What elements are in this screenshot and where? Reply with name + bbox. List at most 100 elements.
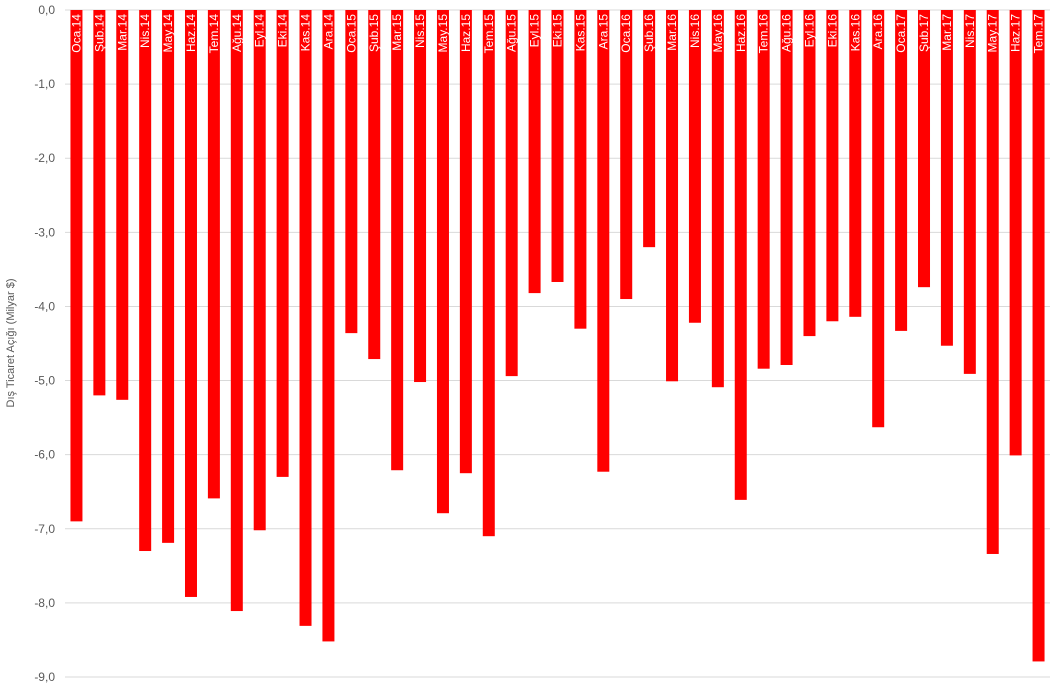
y-tick-label: -8,0: [34, 596, 55, 610]
y-tick-label: -4,0: [34, 299, 55, 313]
bar-category-label: Mar.14: [115, 14, 129, 51]
bar-category-label: Haz.16: [734, 14, 748, 52]
bar-category-label: Haz.15: [459, 14, 473, 52]
bar-Eyl.15: [528, 10, 541, 294]
bar-category-label: May.16: [711, 14, 725, 53]
bar-Nis.16: [688, 10, 701, 323]
bar-Ağu.15: [505, 10, 518, 377]
bar-category-label: Şub.16: [642, 14, 656, 52]
bar-category-label: Eki.14: [276, 14, 290, 48]
bar-category-label: Nis.15: [413, 14, 427, 48]
bar-May.15: [436, 10, 449, 514]
bar-Oca.16: [620, 10, 633, 300]
y-tick-label: -9,0: [34, 670, 55, 684]
bar-category-label: Tem.15: [482, 14, 496, 54]
bar-Tem.17: [1032, 10, 1045, 662]
bar-Kas.15: [574, 10, 587, 329]
bar-Nis.15: [414, 10, 427, 383]
y-tick-label: -5,0: [34, 374, 55, 388]
bar-category-label: Şub.14: [92, 14, 106, 52]
bar-Şub.17: [918, 10, 931, 288]
bar-Eki.16: [826, 10, 839, 322]
bar-Mar.17: [940, 10, 953, 346]
bar-category-label: Şub.17: [917, 14, 931, 52]
bar-category-label: Oca.17: [894, 14, 908, 53]
bar-category-label: Mar.17: [940, 14, 954, 51]
bar-category-label: Şub.15: [367, 14, 381, 52]
bar-category-label: Tem.16: [757, 14, 771, 54]
bar-category-label: Nis.14: [138, 14, 152, 48]
bar-category-label: Ara.14: [321, 14, 335, 50]
bar-Eyl.16: [803, 10, 816, 337]
bar-Ağu.16: [780, 10, 793, 365]
bar-Oca.14: [70, 10, 83, 522]
bar-category-label: Ağu.16: [780, 14, 794, 52]
bar-Ara.16: [872, 10, 885, 428]
bar-category-label: Haz.14: [184, 14, 198, 52]
bar-May.14: [162, 10, 175, 543]
bar-Haz.14: [184, 10, 197, 597]
bar-Tem.16: [757, 10, 770, 369]
bar-Şub.14: [93, 10, 106, 396]
bar-Oca.15: [345, 10, 358, 334]
bar-category-label: Kas.14: [299, 14, 313, 52]
bar-category-label: Mar.15: [390, 14, 404, 51]
bar-Nis.14: [139, 10, 152, 552]
y-tick-label: -6,0: [34, 448, 55, 462]
bar-category-label: May.14: [161, 14, 175, 53]
bar-category-label: Tem.17: [1032, 14, 1046, 54]
bar-Mar.15: [391, 10, 404, 471]
bar-category-label: Nis.17: [963, 14, 977, 48]
bar-category-label: Oca.15: [344, 14, 358, 53]
bar-Oca.17: [895, 10, 908, 331]
bar-Nis.17: [963, 10, 976, 374]
bar-category-label: Eyl.14: [253, 14, 267, 48]
bar-category-label: Ara.16: [871, 14, 885, 50]
y-tick-label: -1,0: [34, 77, 55, 91]
bar-category-label: May.15: [436, 14, 450, 53]
bar-category-label: Eyl.16: [802, 14, 816, 48]
y-tick-label: -3,0: [34, 225, 55, 239]
bar-May.17: [986, 10, 999, 554]
bar-Eki.14: [276, 10, 289, 477]
gridlines: [65, 9, 1050, 678]
bar-May.16: [711, 10, 724, 388]
bar-category-label: Oca.16: [619, 14, 633, 53]
bar-Ara.15: [597, 10, 610, 472]
bar-category-label: Oca.14: [69, 14, 83, 53]
bar-Şub.16: [643, 10, 656, 248]
bar-category-label: May.17: [986, 14, 1000, 53]
bar-Eyl.14: [253, 10, 266, 531]
bar-category-label: Eyl.15: [528, 14, 542, 48]
bar-Kas.16: [849, 10, 862, 317]
bar-Ağu.14: [230, 10, 243, 612]
bar-Mar.16: [666, 10, 679, 382]
bar-category-label: Eki.15: [551, 14, 565, 48]
y-axis-ticks: 0,0 -1,0 -2,0 -3,0 -4,0 -5,0 -6,0 -7,0 -8,0 -9,0: [34, 3, 55, 684]
bar-category-label: Eki.16: [825, 14, 839, 48]
bar-category-label: Kas.16: [848, 14, 862, 52]
bar-category-label: Nis.16: [688, 14, 702, 48]
bar-category-label: Ağu.14: [230, 14, 244, 52]
bar-Tem.15: [482, 10, 495, 537]
y-tick-label: -2,0: [34, 151, 55, 165]
bar-Haz.17: [1009, 10, 1022, 456]
bar-Mar.14: [116, 10, 129, 400]
bar-Eki.15: [551, 10, 564, 282]
bar-category-label: Tem.14: [207, 14, 221, 54]
bar-category-label: Ara.15: [596, 14, 610, 50]
bar-category-label: Mar.16: [665, 14, 679, 51]
bar-category-label: Kas.15: [573, 14, 587, 52]
y-tick-label: 0,0: [38, 3, 55, 17]
bar-category-label: Haz.17: [1009, 14, 1023, 52]
bar-Ara.14: [322, 10, 335, 642]
bar-Haz.15: [459, 10, 472, 474]
y-axis-label: Dış Ticaret Açığı (Milyar $): [5, 279, 17, 408]
bar-Haz.16: [734, 10, 747, 500]
bar-Şub.15: [368, 10, 381, 360]
bar-category-label: Ağu.15: [505, 14, 519, 52]
y-tick-label: -7,0: [34, 522, 55, 536]
bar-Tem.14: [207, 10, 220, 499]
bars: Oca.14 Şub.14 Mar.14 Nis.14 May.14 Haz.14 Tem.…: [69, 10, 1046, 662]
